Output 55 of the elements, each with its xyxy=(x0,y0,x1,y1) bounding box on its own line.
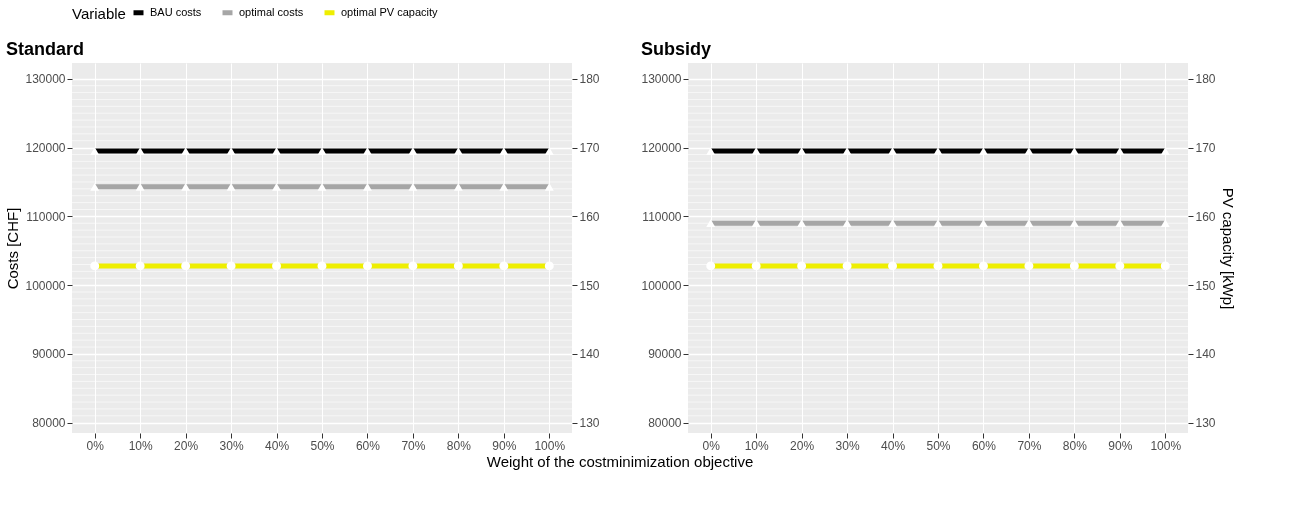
chart-title: Subsidy xyxy=(640,39,711,59)
y2-tick-label: 180 xyxy=(1195,72,1216,87)
y2-tick-label: 180 xyxy=(579,72,600,87)
y-tick-label: 130000 xyxy=(25,72,66,87)
chart-title: Standard xyxy=(5,39,84,59)
x-tick-label: 100% xyxy=(534,438,566,453)
y2-tick-label: 150 xyxy=(579,278,600,293)
y-tick-label: 110000 xyxy=(642,209,682,224)
y-tick-label: 90000 xyxy=(648,347,682,362)
y2-tick-label: 160 xyxy=(1195,209,1216,224)
y-tick-label: 90000 xyxy=(32,347,66,362)
x-tick-label: 30% xyxy=(219,438,244,453)
y2-tick-label: 140 xyxy=(1195,347,1216,362)
y-tick-label: 130000 xyxy=(641,72,682,87)
x-tick-label: 80% xyxy=(1062,438,1088,453)
y-tick-label: 120000 xyxy=(641,141,682,156)
y2-tick-label: 140 xyxy=(579,347,600,362)
y2-tick-label: 170 xyxy=(579,141,600,156)
x-tick-label: 70% xyxy=(1017,438,1042,453)
y2-tick-label: 160 xyxy=(579,209,600,224)
y-tick-label: 80000 xyxy=(648,416,682,431)
x-tick-label: 90% xyxy=(492,438,517,453)
y2-tick-label: 130 xyxy=(579,416,600,431)
x-tick-label: 10% xyxy=(128,438,154,453)
legend-label: BAU costs xyxy=(150,5,202,18)
x-tick-label: 50% xyxy=(310,438,335,453)
x-tick-label: 40% xyxy=(881,438,906,453)
y-tick-label: 110000 xyxy=(26,209,66,224)
x-tick-label: 20% xyxy=(174,438,199,453)
legend-label: optimal PV capacity xyxy=(341,5,439,18)
x-tick-label: 40% xyxy=(265,438,290,453)
x-tick-label: 90% xyxy=(1108,438,1133,453)
y-tick-label: 120000 xyxy=(25,141,66,156)
x-tick-label: 50% xyxy=(926,438,951,453)
y-tick-label: 80000 xyxy=(32,416,66,431)
x-tick-label: 100% xyxy=(1150,438,1182,453)
y2-tick-label: 170 xyxy=(1195,141,1216,156)
y-tick-label: 100000 xyxy=(25,278,66,293)
x-tick-label: 0% xyxy=(702,438,721,453)
y-tick-label: 100000 xyxy=(641,278,682,293)
x-tick-label: 70% xyxy=(401,438,426,453)
x-tick-label: 30% xyxy=(835,438,860,453)
y2-tick-label: 130 xyxy=(1195,416,1216,431)
legend-label: optimal costs xyxy=(239,5,304,18)
x-tick-label: 10% xyxy=(744,438,770,453)
x-tick-label: 80% xyxy=(446,438,472,453)
y-axis-title: Costs [CHF] xyxy=(4,207,22,290)
x-tick-label: 60% xyxy=(355,438,381,453)
x-tick-label: 20% xyxy=(790,438,815,453)
legend-title: Variable xyxy=(72,5,126,22)
x-axis-title: Weight of the costminimization objective xyxy=(486,453,754,470)
x-tick-label: 60% xyxy=(971,438,997,453)
x-tick-label: 0% xyxy=(86,438,105,453)
y2-tick-label: 150 xyxy=(1195,278,1216,293)
y2-axis-title: PV capacity [kWp] xyxy=(1219,187,1237,310)
